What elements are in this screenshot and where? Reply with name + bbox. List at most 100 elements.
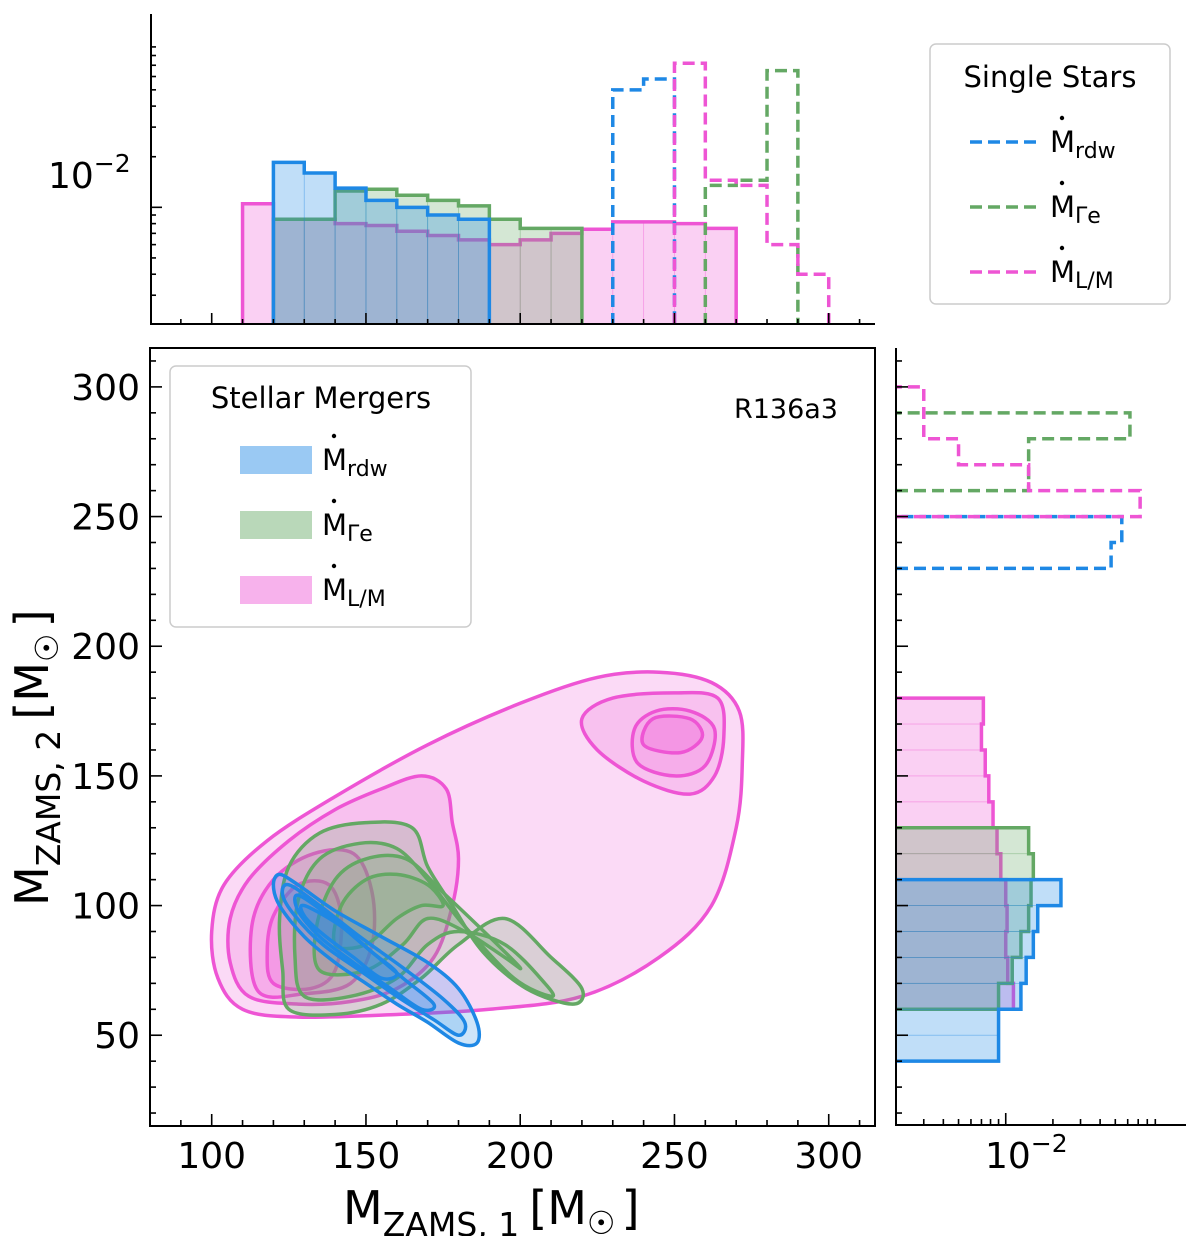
right-hist-bar-Γe [896,982,999,1010]
y-tick-label: 200 [71,627,140,668]
top-tick-label: 10−2 [48,149,131,197]
top-hist-bar-rdw [334,187,367,325]
top-hist-bar-L/M [612,221,645,325]
legend-label-main: M [322,443,347,477]
right-hist-bar-rdw [896,1034,999,1062]
top-hist-bar-Γe [365,188,398,325]
top-hist-bar-rdw [303,172,336,325]
kde-contour-rdw-level-4 [299,903,399,981]
x-axis-label: MZAMS, 1 [M☉] [343,1181,640,1236]
top-hist-outline-Γe [271,187,584,325]
right-hist-outline-rdw [896,877,1063,1063]
right-hist-bar-Γe [896,853,1034,881]
legend-single-title: Single Stars [964,60,1137,94]
legend-merger-title: Stellar Mergers [211,381,431,415]
y-axis-label-sun: ☉ [28,633,66,662]
legend-label-sub: rdw [347,457,388,482]
top-hist-bar-Γe [519,227,552,325]
right-hist-bar-L/M [896,982,1014,1010]
x-tick-label: 150 [332,1136,401,1177]
legend-label-sub: rdw [1075,139,1116,164]
y-tick-label: 250 [71,498,140,539]
legend-label-main: M [322,573,347,607]
top-hist-bar-Γe [303,218,336,325]
y-tick-label: 100 [71,887,140,928]
x-tick-label: 250 [640,1136,709,1177]
kde-contour-L/M-level-7 [640,714,705,755]
y-axis-label-close: ] [5,609,59,627]
y-tick-label: 150 [71,757,140,798]
y-axis-label-sub: ZAMS, 2 [29,730,68,867]
legend-single-box [929,43,1171,305]
main-ticks: 100 150 200 250 300 50 100 150 200 250 300 [71,360,863,1177]
legend-dot-accent [1059,180,1065,186]
right-tick-label: 10−2 [985,1129,1068,1177]
top-hist-bar-rdw [365,199,398,325]
legend-label-main: M [322,508,347,542]
legend-label-main: M [1050,125,1075,159]
star-annotation: R136a3 [734,394,838,425]
main-panel: 100 150 200 250 300 50 100 150 200 250 300 R136a3 [71,347,876,1177]
top-hist-bar-L/M [303,218,336,325]
legend-label-sub: L/M [347,587,386,612]
legend-label: MΓe [1050,190,1101,229]
top-hist-bar-Γe [488,218,521,325]
legend-dot-accent [331,563,337,569]
top-hist-bar-Γe [550,227,583,325]
top-hist-bar-L/M [334,223,367,325]
legend-label-main: M [1050,255,1075,289]
top-hist-bar-L/M [581,228,614,325]
legend-swatch [240,511,312,539]
top-hist-bar-L/M [704,227,737,325]
x-axis-label-sub: ZAMS, 1 [383,1205,520,1236]
legend-label-sub: Γe [347,522,373,547]
legend-swatch [240,576,312,604]
top-hist-bar-L/M [273,218,305,325]
kde-contours [209,670,745,1048]
right-tick-exponent: −2 [1031,1129,1068,1158]
top-hist-bar-L/M [488,244,521,325]
right-hist-bar-rdw [896,957,1027,984]
top-histogram-panel: 10−2 [48,14,875,325]
x-tick-label: 200 [486,1136,555,1177]
right-histogram-bars [896,385,1142,1063]
y-tick-label: 50 [94,1016,140,1057]
right-hist-bar-L/M [896,853,1002,881]
top-hist-single-Γe [703,68,800,325]
legend-label: ML/M [1050,255,1114,294]
kde-contour-rdw-level-2 [280,882,468,1037]
right-hist-single-rdw [896,514,1124,571]
top-hist-bar-L/M [242,203,274,325]
right-hist-bar-rdw [896,931,1034,958]
right-hist-bar-Γe [896,827,1030,855]
right-hist-bar-Γe [896,957,1013,984]
legend-dot-accent [1059,245,1065,251]
right-hist-single-L/M [896,385,1142,519]
top-hist-bar-rdw [273,162,305,325]
kde-contour-L/M-level-1 [209,670,745,1020]
right-hist-bar-rdw [896,982,1022,1010]
legend-dot-accent [331,498,337,504]
top-hist-bar-L/M [458,239,490,325]
top-hist-bar-rdw [427,214,459,325]
right-hist-bar-L/M [896,775,990,803]
legend-label-sub: Γe [1075,204,1101,229]
right-histogram-panel: 10−2 [895,348,1186,1177]
top-hist-outline-rdw [271,160,492,325]
top-histogram-bars [240,61,831,325]
right-hist-bar-Γe [896,905,1030,932]
right-hist-bar-L/M [896,723,982,751]
top-hist-bar-L/M [674,223,706,325]
x-axis-label-unit: [M [529,1181,587,1235]
legend-swatch [240,446,312,474]
top-hist-bar-L/M [365,225,398,325]
top-hist-single-L/M [672,61,831,325]
top-hist-bar-L/M [643,221,675,325]
legend-dot-accent [1059,115,1065,121]
top-hist-bar-Γe [334,190,367,325]
